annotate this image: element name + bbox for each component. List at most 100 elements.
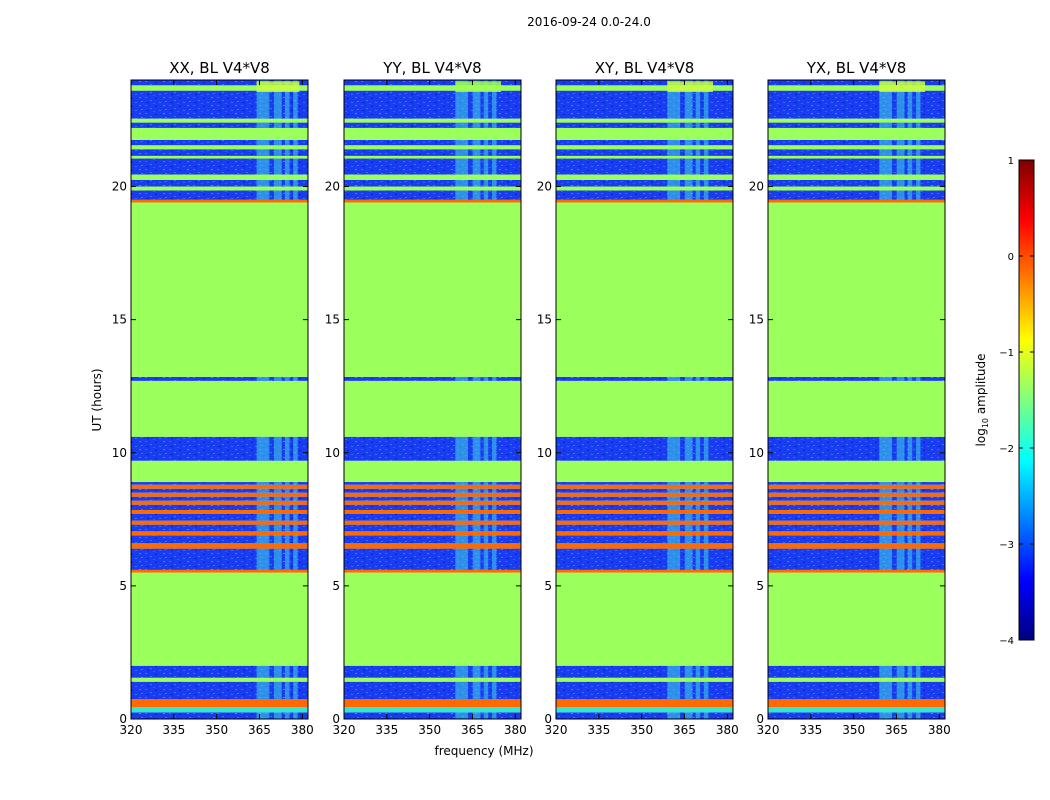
rfi-column [915, 122, 921, 128]
rfi-column [703, 535, 709, 544]
spectrum-row-band [131, 665, 308, 678]
rfi-column [483, 504, 489, 510]
spectrum-row-band [131, 127, 308, 140]
spectrum-row-band [768, 520, 945, 525]
y-tick-label: 15 [537, 313, 552, 327]
rfi-column [896, 504, 905, 510]
rfi-column [907, 436, 913, 461]
rfi-column [695, 712, 701, 719]
rfi-column [455, 513, 469, 521]
rfi-column [284, 149, 290, 156]
spectrum-row-band [768, 492, 945, 497]
spectrum-row-band [344, 139, 521, 146]
spectrum-row-band [344, 149, 521, 156]
rfi-column [273, 139, 282, 146]
rfi-column [472, 436, 481, 461]
rfi-column [293, 158, 298, 175]
rfi-column [293, 122, 298, 128]
spectrum-row-band [768, 90, 945, 119]
spectrum-row-band [556, 376, 733, 381]
y-tick-label: 15 [325, 313, 340, 327]
rfi-column [907, 149, 913, 156]
rfi-top-block [455, 81, 502, 92]
rfi-column [491, 482, 497, 485]
rfi-column [273, 149, 282, 156]
rfi-column [667, 90, 681, 119]
rfi-column [896, 548, 905, 570]
rfi-column [667, 524, 681, 532]
rfi-column [896, 158, 905, 175]
rfi-column [472, 179, 481, 187]
rfi-column [695, 524, 701, 532]
rfi-column [273, 179, 282, 187]
rfi-column [879, 665, 893, 678]
spectrum-row-band [131, 460, 308, 483]
rfi-column [896, 496, 905, 501]
spectrum-row-band [556, 145, 733, 150]
rfi-column [684, 681, 693, 700]
spectrum-row-band [768, 665, 945, 678]
rfi-column [293, 436, 298, 461]
rfi-column [491, 496, 497, 501]
x-tick-label: 320 [545, 723, 568, 737]
rfi-column [293, 513, 298, 521]
rfi-column [667, 149, 681, 156]
rfi-column [684, 496, 693, 501]
rfi-column [256, 482, 270, 485]
spectrum-row-band [556, 496, 733, 501]
spectrum-row-band [556, 677, 733, 682]
colorbar-tick-label: 1 [1008, 156, 1014, 167]
rfi-column [667, 681, 681, 700]
rfi-column [684, 712, 693, 719]
rfi-column [684, 149, 693, 156]
rfi-column [684, 535, 693, 544]
spectrum-row-band [344, 179, 521, 187]
rfi-column [256, 90, 270, 119]
rfi-column [483, 513, 489, 521]
x-tick-label: 380 [504, 723, 527, 737]
spectrum-row-band [556, 543, 733, 549]
rfi-column [915, 376, 921, 381]
spectrum-row-band [556, 202, 733, 377]
spectrum-row-band [768, 484, 945, 489]
spectrum-row-band [768, 488, 945, 493]
rfi-column [293, 681, 298, 700]
spectrum-row-band [556, 665, 733, 678]
spectrum-row-band [131, 569, 308, 573]
spectrum-row-band [768, 524, 945, 532]
rfi-column [907, 548, 913, 570]
spectrum-row-band [131, 149, 308, 156]
rfi-column [695, 376, 701, 381]
spectrum-row-band [344, 513, 521, 521]
x-tick-label: 350 [205, 723, 228, 737]
rfi-column [256, 712, 270, 719]
rfi-column [483, 158, 489, 175]
rfi-column [907, 712, 913, 719]
rfi-column [896, 436, 905, 461]
spectrum-row-band [768, 707, 945, 713]
rfi-column [703, 90, 709, 119]
rfi-column [491, 548, 497, 570]
y-tick-label: 0 [544, 712, 552, 726]
rfi-column [879, 190, 893, 200]
rfi-column [667, 548, 681, 570]
y-tick-label: 20 [749, 180, 764, 194]
rfi-column [703, 712, 709, 719]
spectrum-row-band [768, 190, 945, 200]
spectrum-row-band [768, 139, 945, 146]
rfi-column [455, 548, 469, 570]
rfi-column [684, 488, 693, 493]
rfi-column [491, 179, 497, 187]
rfi-column [455, 504, 469, 510]
rfi-column [667, 496, 681, 501]
rfi-column [896, 665, 905, 678]
rfi-column [273, 436, 282, 461]
spectrum-row-band [768, 85, 945, 91]
spectrum-row-band [344, 504, 521, 510]
rfi-column [293, 712, 298, 719]
rfi-column [684, 158, 693, 175]
spectrum-row-band [131, 572, 308, 666]
spectrum-row-band [131, 500, 308, 505]
y-tick-label: 15 [749, 313, 764, 327]
